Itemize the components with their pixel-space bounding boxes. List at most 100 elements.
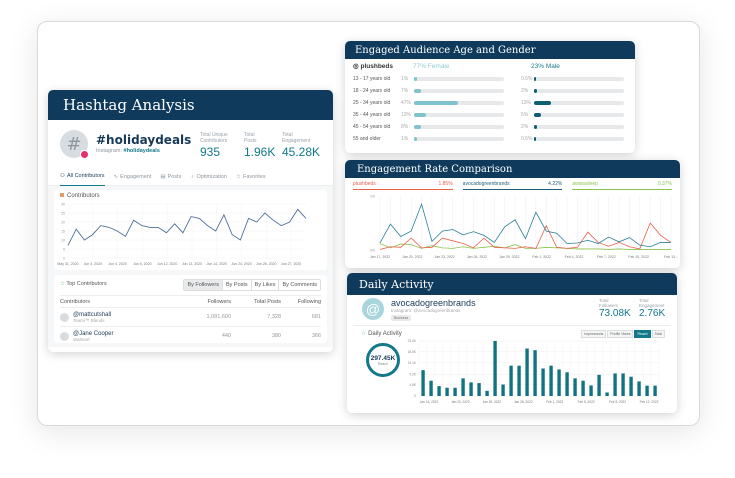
female-pct: 47%: [401, 100, 412, 106]
x-tick-label: Jun 6, 2020: [133, 262, 151, 266]
bar: [581, 380, 585, 396]
card-title: Hashtag Analysis: [63, 96, 195, 114]
at-icon: @: [365, 301, 381, 317]
bar: [453, 387, 457, 396]
y-tick-label: 23.4K: [408, 339, 417, 343]
stat-label: Total Unique: [200, 132, 228, 138]
legend-avocadogreenbrands[interactable]: avocadogreenbrands 4.22%: [462, 181, 563, 190]
age-row: 18 - 24 years old 7% 2%: [345, 85, 635, 97]
bar: [573, 378, 577, 396]
y-tick-label: 0: [63, 257, 65, 261]
bulb-icon: ♁: [190, 173, 195, 180]
female-bar-fill: [414, 101, 458, 105]
male-share: 23% Male: [531, 62, 560, 70]
stat-label: Engagement: [282, 138, 311, 144]
male-bar: [534, 89, 624, 93]
male-pct: 2%: [521, 124, 529, 130]
y-tick-label: 15: [61, 230, 65, 234]
bar: [469, 382, 473, 396]
y-tick-label: 0: [414, 394, 416, 398]
chart-title-text: Contributors: [67, 193, 100, 199]
stat-total-posts: Total Posts 1.96K: [244, 132, 275, 159]
audience-age-gender-card: Engaged Audience Age and Gender ◎ plushb…: [345, 41, 635, 153]
sort-by-comments-button[interactable]: By Comments: [282, 282, 317, 288]
bar: [653, 385, 657, 396]
x-tick-label: Jan 25, 2022: [483, 400, 502, 404]
contributor-name[interactable]: @Jane Cooper: [73, 330, 114, 337]
users-icon: ⚇: [60, 173, 65, 179]
tab-engagement[interactable]: ∿ Engagement: [114, 168, 152, 186]
section-title: Top Contributors: [66, 281, 107, 287]
instagram-icon: ◎: [353, 63, 359, 70]
bar: [421, 370, 425, 396]
stat-label: Total: [244, 132, 255, 138]
hashtag-name: #holidaydeals: [96, 133, 192, 147]
tab-all-contributors[interactable]: ⚇ All Contributors: [60, 168, 105, 186]
stat-label: Contributors: [200, 138, 228, 144]
stat-value: 2.76K: [639, 308, 666, 319]
account-type-badge: Business: [391, 315, 412, 321]
x-tick-label: Feb 4, 2022: [565, 255, 584, 259]
contributor-name[interactable]: @mattcutshall: [73, 311, 112, 318]
tab-label: Favorites: [242, 173, 266, 180]
column-header[interactable]: Contributors: [60, 298, 90, 305]
legend-swatch: [60, 193, 64, 197]
stat-total-engagement: Total Engagement 45.28K: [282, 132, 320, 159]
x-tick-label: Jun 12, 2020: [157, 262, 177, 266]
age-label: 55 and older: [353, 136, 381, 142]
column-header[interactable]: Followers: [207, 298, 231, 305]
stat-total-followers: Total Followers 73.08K: [599, 298, 631, 319]
female-bar-fill: [414, 77, 417, 81]
age-row: 13 - 17 years old 1% 0.5%: [345, 73, 635, 85]
impressions-button[interactable]: Impressions: [581, 330, 607, 338]
male-bar: [534, 77, 624, 81]
x-tick-label: Feb 7, 2022: [597, 255, 616, 259]
table-row[interactable]: @mattcutshall Teami™ Blends 1,081,600 7,3…: [60, 307, 321, 326]
male-pct: 5%: [521, 112, 529, 118]
y-tick-label: 0%: [370, 249, 375, 253]
tab-favorites[interactable]: ☆ Favorites: [236, 168, 266, 186]
x-tick-label: Jun 4, 2020: [108, 262, 126, 266]
bar: [509, 365, 513, 396]
legend-plushbeds[interactable]: plushbeds 1.85%: [353, 181, 453, 190]
male-pct: 13%: [521, 100, 532, 106]
female-pct: 13%: [401, 112, 412, 118]
star-icon: ☆: [236, 173, 241, 180]
reach-ring: 297.45K Reach: [366, 343, 400, 377]
following-cell: 681: [311, 314, 321, 320]
sort-by-likes-button[interactable]: By Likes: [252, 280, 280, 290]
x-tick-label: Jun 14, 2020: [207, 262, 227, 266]
card-title: Engagement Rate Comparison: [357, 163, 513, 175]
x-tick-label: Jan 29, 2022: [499, 255, 519, 259]
legend-awarasleep[interactable]: awarasleep 0.37%: [572, 181, 673, 190]
bar: [549, 365, 553, 396]
table-row[interactable]: @Jane Cooper Walmart 440 380 366: [60, 326, 321, 345]
male-bar-fill: [534, 77, 536, 81]
total-button[interactable]: Total: [651, 330, 665, 338]
x-tick-label: Jun 24, 2020: [231, 262, 251, 266]
tab-optimization[interactable]: ♁ Optimization: [190, 168, 227, 186]
sort-by-followers-button[interactable]: By Followers: [184, 280, 223, 290]
bar: [589, 385, 593, 396]
male-bar-fill: [534, 113, 541, 117]
engagement-rate-card: Engagement Rate Comparison plushbeds 1.85…: [345, 160, 680, 268]
daily-activity-card: Daily Activity @ avocadogreenbrands Inst…: [347, 273, 677, 413]
sort-toggle: By Followers By Posts By Likes By Commen…: [183, 279, 321, 291]
tab-posts[interactable]: ▤ Posts: [160, 168, 181, 186]
column-header[interactable]: Total Posts: [254, 298, 281, 305]
reach-button[interactable]: Reach: [634, 330, 651, 338]
column-header[interactable]: Following: [297, 298, 321, 305]
top-contributors: ☆ Top Contributors By Followers By Posts…: [54, 275, 327, 343]
bar: [429, 380, 433, 396]
brand-name: avocadogreenbrands: [391, 298, 476, 308]
profile-views-button[interactable]: Profile Views: [607, 330, 634, 338]
followers-cell: 1,081,600: [206, 314, 231, 320]
age-gender-rows: 13 - 17 years old 1% 0.5% 18 - 24 years old…: [345, 73, 635, 145]
female-bar-fill: [414, 125, 422, 129]
platform-handle[interactable]: #holidaydeals: [123, 148, 160, 154]
age-label: 45 - 54 years old: [353, 124, 391, 130]
tab-label: Optimization: [196, 173, 228, 180]
sort-by-posts-button[interactable]: By Posts: [223, 280, 252, 290]
bar: [605, 392, 609, 396]
bar: [645, 385, 649, 396]
